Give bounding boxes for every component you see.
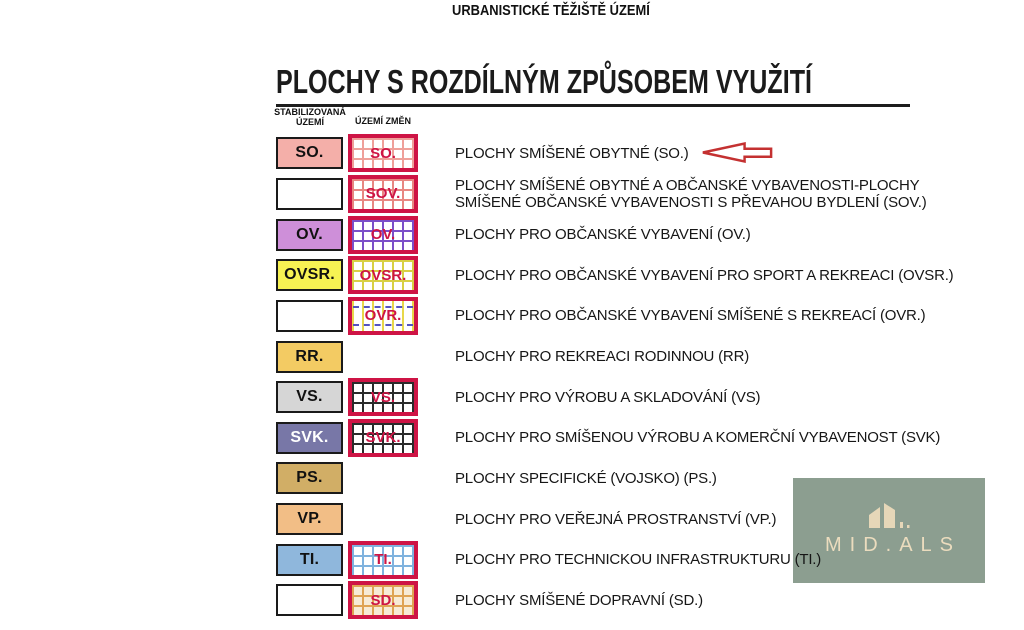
hatch-code: OVSR. xyxy=(359,266,407,284)
swatch-code: RR. xyxy=(295,347,324,365)
solid-swatch-ovsr: OVSR. xyxy=(276,259,343,292)
hatch-swatch-svk: SVK. xyxy=(348,418,418,457)
legend-row-ps: PS. PLOCHY SPECIFICKÉ (VOJSKO) (PS.) xyxy=(276,458,960,499)
row-description: PLOCHY PRO VÝROBU A SKLADOVÁNÍ (VS) xyxy=(455,388,761,406)
solid-swatch-vp: VP. xyxy=(276,503,343,536)
row-description: PLOCHY SPECIFICKÉ (VOJSKO) (PS.) xyxy=(455,469,717,487)
solid-swatch-vs: VS. xyxy=(276,381,343,414)
legend-row-vs: VS. VS. PLOCHY PRO VÝROBU A SKLADOVÁNÍ (… xyxy=(276,377,960,418)
solid-swatch-blank xyxy=(276,177,343,210)
row-description: PLOCHY PRO SMÍŠENOU VÝROBU A KOMERČNÍ VY… xyxy=(455,429,941,447)
solid-swatch-ps: PS. xyxy=(276,462,343,495)
row-description: PLOCHY PRO OBČANSKÉ VYBAVENÍ SMÍŠENÉ S R… xyxy=(455,307,926,325)
swatch-code: SO. xyxy=(295,144,324,162)
row-description: PLOCHY SMÍŠENÉ OBYTNÉ (SO.) xyxy=(455,144,689,162)
hatch-swatch-sov: SOV. xyxy=(348,174,418,213)
solid-swatch-ti: TI. xyxy=(276,543,343,576)
top-title: URBANISTICKÉ TĚŽIŠTĚ ÚZEMÍ xyxy=(452,2,682,19)
page-title: PLOCHY S ROZDÍLNÝM ZPŮSOBEM VYUŽITÍ xyxy=(276,63,910,107)
row-description: PLOCHY PRO TECHNICKOU INFRASTRUKTURU (TI… xyxy=(455,551,822,569)
legend-row-ovr: OVR. PLOCHY PRO OBČANSKÉ VYBAVENÍ SMÍŠEN… xyxy=(276,296,960,337)
legend-row-vp: VP. PLOCHY PRO VEŘEJNÁ PROSTRANSTVÍ (VP.… xyxy=(276,499,960,540)
legend-row-ovsr: OVSR. OVSR. PLOCHY PRO OBČANSKÉ VYBAVENÍ… xyxy=(276,255,960,296)
hatch-swatch-ovsr: OVSR. xyxy=(348,256,418,295)
solid-swatch-ov: OV. xyxy=(276,218,343,251)
legend-row-sd: SD. PLOCHY SMÍŠENÉ DOPRAVNÍ (SD.) xyxy=(276,580,960,621)
swatch-code: OV. xyxy=(296,225,323,243)
legend-rows: SO. SO. PLOCHY SMÍŠENÉ OBYTNÉ (SO.) SOV.… xyxy=(276,133,960,621)
row-description: PLOCHY PRO OBČANSKÉ VYBAVENÍ PRO SPORT A… xyxy=(455,266,954,284)
hatch-code: OVR. xyxy=(364,307,402,325)
page-title-text: PLOCHY S ROZDÍLNÝM ZPŮSOBEM VYUŽITÍ xyxy=(276,63,813,100)
swatch-code: OVSR. xyxy=(284,266,335,284)
legend-row-svk: SVK. SVK. PLOCHY PRO SMÍŠENOU VÝROBU A K… xyxy=(276,417,960,458)
row-description: PLOCHY SMÍŠENÉ DOPRAVNÍ (SD.) xyxy=(455,591,703,609)
watermark: MID.ALS xyxy=(793,478,985,583)
hatch-swatch-ov: OV. xyxy=(348,215,418,254)
legend-row-sov: SOV. PLOCHY SMÍŠENÉ OBYTNÉ A OBČANSKÉ VY… xyxy=(276,174,960,215)
hatch-code: SO. xyxy=(370,144,396,162)
row-description: PLOCHY PRO REKREACI RODINNOU (RR) xyxy=(455,348,749,366)
legend-row-rr: RR. PLOCHY PRO REKREACI RODINNOU (RR) xyxy=(276,336,960,377)
hatch-code: OV. xyxy=(370,226,396,244)
legend-row-so: SO. SO. PLOCHY SMÍŠENÉ OBYTNÉ (SO.) xyxy=(276,133,960,174)
swatch-code: VP. xyxy=(297,510,322,528)
hatch-code: SOV. xyxy=(365,185,401,203)
legend-row-ti: TI. TI. PLOCHY PRO TECHNICKOU INFRASTRUK… xyxy=(276,539,960,580)
swatch-code: SVK. xyxy=(290,428,329,446)
solid-swatch-rr: RR. xyxy=(276,340,343,373)
swatch-code: PS. xyxy=(296,469,323,487)
row-description: PLOCHY PRO VEŘEJNÁ PROSTRANSTVÍ (VP.) xyxy=(455,510,777,528)
row-description: PLOCHY PRO OBČANSKÉ VYBAVENÍ (OV.) xyxy=(455,226,751,244)
hatch-code: TI. xyxy=(374,551,392,569)
solid-swatch-blank xyxy=(276,584,343,617)
hatch-code: SVK. xyxy=(365,429,401,447)
hatch-code: SD. xyxy=(370,591,396,609)
solid-swatch-svk: SVK. xyxy=(276,421,343,454)
hatch-swatch-sd: SD. xyxy=(348,581,418,620)
hatch-code: VS. xyxy=(370,388,396,406)
column-header-stabilized: STABILIZOVANÁ ÚZEMÍ xyxy=(274,107,346,127)
hatch-swatch-ti: TI. xyxy=(348,540,418,579)
solid-swatch-so: SO. xyxy=(276,137,343,170)
dashed-line xyxy=(353,305,413,308)
row-description: PLOCHY SMÍŠENÉ OBYTNÉ A OBČANSKÉ VYBAVEN… xyxy=(455,176,927,211)
watermark-label: MID.ALS xyxy=(824,534,962,556)
solid-swatch-blank xyxy=(276,299,343,332)
top-title-text: URBANISTICKÉ TĚŽIŠTĚ ÚZEMÍ xyxy=(452,2,650,19)
hatch-swatch-vs: VS. xyxy=(348,378,418,417)
column-header-changes: ÚZEMÍ ZMĚN xyxy=(355,116,411,126)
swatch-code: TI. xyxy=(299,550,320,568)
dashed-line xyxy=(353,323,413,326)
hatch-swatch-ovr: OVR. xyxy=(348,296,418,335)
legend-row-ov: OV. OV. PLOCHY PRO OBČANSKÉ VYBAVENÍ (OV… xyxy=(276,214,960,255)
watermark-building-icon xyxy=(869,503,910,528)
hatch-swatch-so: SO. xyxy=(348,134,418,173)
swatch-code: VS. xyxy=(296,388,323,406)
pointer-arrow-icon xyxy=(701,141,773,169)
